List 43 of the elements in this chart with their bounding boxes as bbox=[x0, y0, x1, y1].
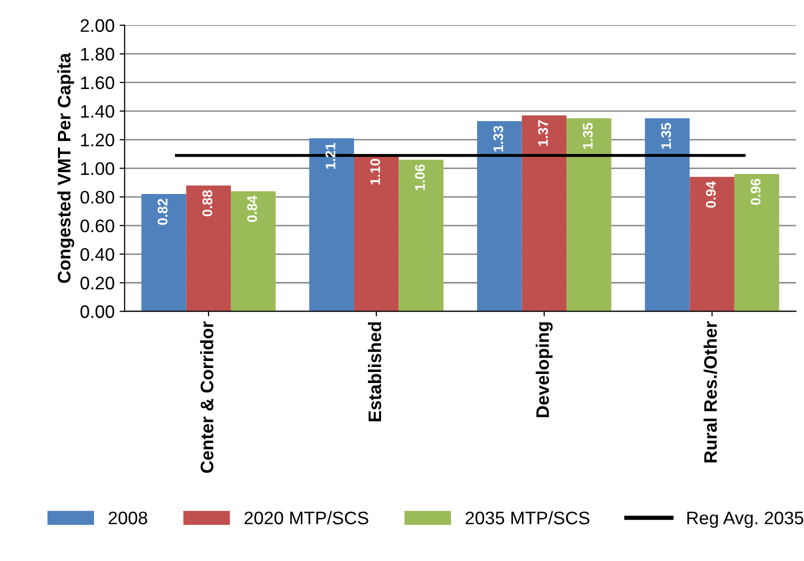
y-tick-label: 0.20 bbox=[80, 276, 114, 290]
legend-label: 2020 MTP/SCS bbox=[244, 511, 368, 524]
y-axis-title: Congested VMT Per Capita bbox=[57, 52, 74, 283]
x-tick-label: Center & Corridor bbox=[200, 321, 214, 473]
bar bbox=[309, 138, 354, 312]
data-label: 0.96 bbox=[750, 178, 761, 205]
y-tick-label: 2.00 bbox=[80, 19, 114, 32]
x-tick-label: Developing bbox=[536, 322, 553, 418]
bar bbox=[398, 160, 444, 312]
legend-label: 2008 bbox=[108, 512, 148, 524]
data-label: 0.94 bbox=[706, 181, 716, 208]
y-tick-label: 0.60 bbox=[80, 219, 114, 232]
data-label: 1.35 bbox=[582, 122, 593, 149]
data-label: 0.84 bbox=[247, 196, 258, 222]
y-tick-label: 0.40 bbox=[80, 248, 114, 261]
x-tick-label: Rural Res./Other bbox=[704, 321, 718, 462]
data-label: 1.37 bbox=[538, 120, 548, 146]
bar bbox=[477, 121, 522, 312]
bar bbox=[522, 115, 567, 312]
data-label: 0.82 bbox=[158, 198, 168, 225]
y-tick-label: 1.60 bbox=[81, 76, 114, 90]
data-label: 1.21 bbox=[326, 142, 336, 169]
data-label: 1.10 bbox=[370, 158, 380, 184]
y-tick-label: 1.00 bbox=[81, 162, 114, 176]
data-label: 1.06 bbox=[415, 164, 425, 190]
y-tick-label: 0.80 bbox=[80, 190, 114, 204]
bar bbox=[186, 185, 231, 312]
bar bbox=[690, 176, 734, 312]
bar bbox=[644, 118, 690, 312]
legend-label: Reg Avg. 2035 bbox=[687, 512, 804, 528]
data-label: 1.33 bbox=[493, 126, 504, 152]
x-tick-label: Established bbox=[368, 322, 382, 422]
bar bbox=[230, 191, 276, 312]
legend-label: 2035 MTP/SCS bbox=[466, 511, 590, 524]
y-tick-label: 1.80 bbox=[81, 48, 114, 61]
bar bbox=[141, 194, 186, 312]
y-tick-label: 1.20 bbox=[81, 134, 114, 146]
bar bbox=[734, 174, 780, 312]
bar bbox=[566, 118, 612, 312]
y-tick-label: 0.00 bbox=[80, 305, 114, 318]
y-tick-label: 1.40 bbox=[81, 105, 114, 118]
data-label: 0.88 bbox=[202, 190, 212, 216]
data-label: 1.35 bbox=[661, 122, 672, 149]
